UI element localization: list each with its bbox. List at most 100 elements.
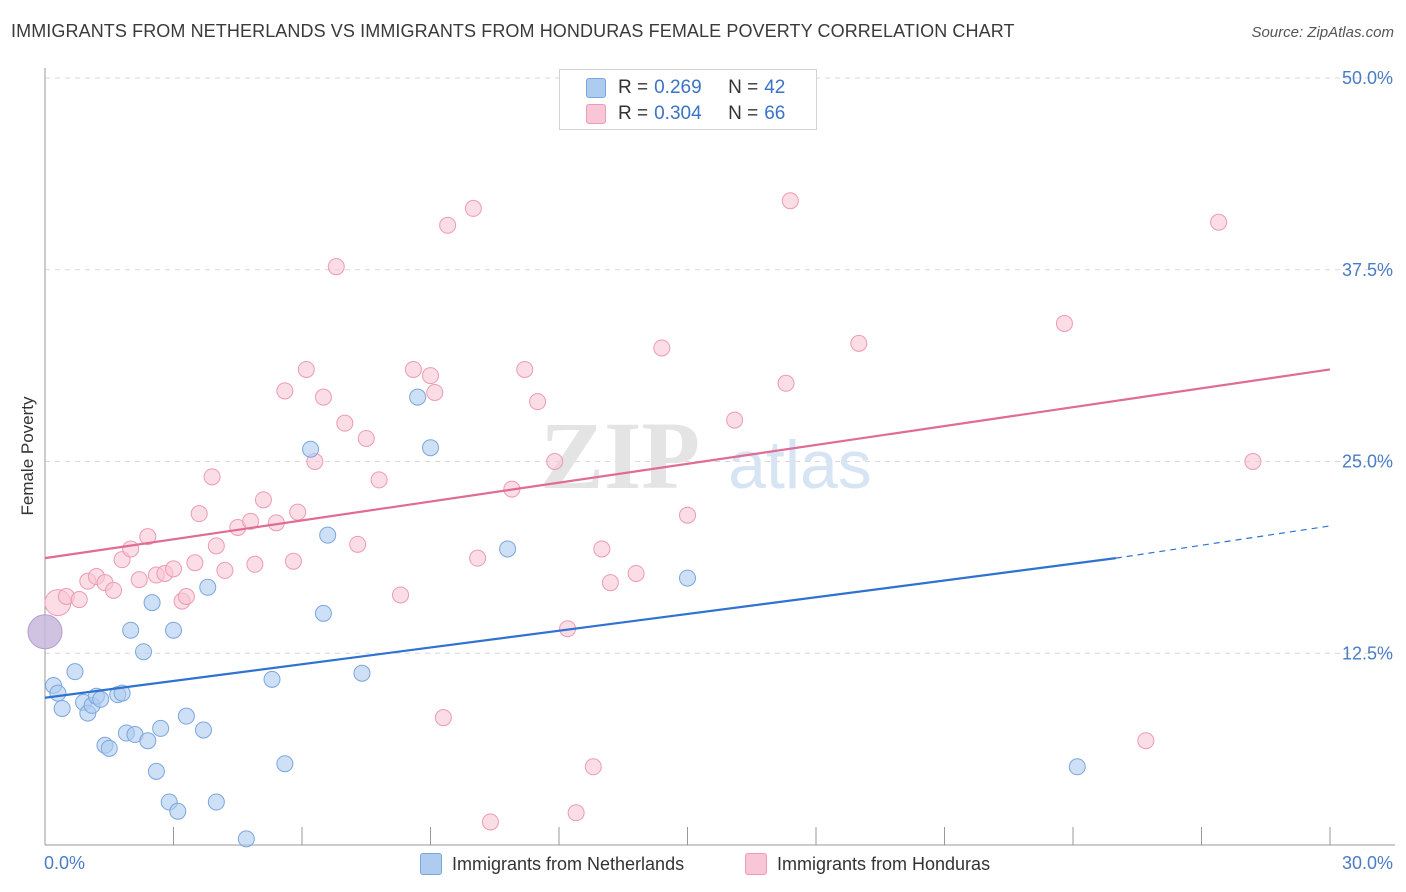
data-point-honduras [246, 555, 264, 573]
legend-label-netherlands: Immigrants from Netherlands [452, 853, 685, 874]
trend-line-honduras [44, 368, 1331, 560]
data-point-netherlands [92, 690, 110, 708]
y-tick-label: 12.5% [1342, 643, 1393, 663]
correlation-legend: R = 0.269 N = 42 R = 0.304 N = 66 [559, 69, 817, 130]
data-point-netherlands [1068, 758, 1086, 776]
data-point-netherlands [139, 732, 157, 750]
data-point-netherlands [177, 707, 195, 725]
data-point-honduras [546, 453, 564, 470]
data-point-honduras [1244, 453, 1262, 470]
data-point-honduras [186, 554, 204, 572]
data-point-netherlands [27, 614, 63, 650]
watermark: ZIP atlas [540, 402, 872, 509]
data-point-honduras [177, 587, 195, 605]
legend-row-netherlands: R = 0.269 N = 42 [586, 76, 785, 100]
data-point-netherlands [422, 439, 439, 457]
data-point-honduras [679, 506, 696, 524]
legend-n-value: 42 [764, 77, 786, 98]
data-point-honduras [370, 471, 388, 489]
data-point-honduras [439, 216, 457, 234]
data-point-honduras [392, 586, 410, 604]
tick-labels: 12.5% 25.0% 37.5% 50.0% 0.0% 30.0% [44, 68, 1393, 873]
data-point-honduras [481, 813, 499, 831]
data-point-honduras [529, 393, 547, 411]
data-point-netherlands [143, 594, 161, 612]
data-point-honduras [207, 537, 225, 555]
data-point-honduras [314, 388, 332, 406]
data-point-honduras [601, 574, 619, 592]
data-point-honduras [850, 334, 868, 352]
y-tick-label: 25.0% [1342, 452, 1393, 472]
watermark-atlas: atlas [728, 427, 872, 503]
watermark-zip: ZIP [540, 402, 700, 509]
data-point-honduras [203, 468, 221, 486]
data-point-honduras [357, 429, 375, 447]
series-netherlands-points [27, 388, 1086, 848]
data-point-honduras [781, 192, 799, 210]
legend-row-honduras: R = 0.304 N = 66 [586, 102, 785, 126]
legend-swatch-blue [586, 78, 606, 98]
legend-item-netherlands[interactable]: Immigrants from Netherlands [420, 852, 684, 876]
data-point-netherlands [499, 540, 517, 558]
data-point-honduras [289, 503, 307, 521]
data-point-netherlands [314, 604, 332, 622]
data-point-honduras [70, 591, 88, 609]
y-tick-label: 50.0% [1342, 68, 1393, 88]
data-point-netherlands [276, 755, 294, 773]
data-point-netherlands [147, 762, 165, 780]
source-label: Source: ZipAtlas.com [1251, 24, 1394, 41]
legend-n-value: 66 [764, 103, 786, 124]
data-point-honduras [254, 491, 272, 509]
y-tick-label: 37.5% [1342, 260, 1393, 280]
data-point-honduras [242, 512, 260, 530]
data-point-honduras [426, 383, 444, 401]
data-point-honduras [1055, 314, 1073, 332]
data-point-honduras [1210, 213, 1228, 231]
grid [45, 77, 1395, 654]
data-point-honduras [593, 540, 611, 558]
data-point-honduras [584, 758, 602, 776]
data-point-honduras [190, 505, 208, 523]
data-point-honduras [567, 804, 585, 822]
data-point-netherlands [207, 793, 225, 811]
series-legend: Immigrants from Netherlands Immigrants f… [0, 852, 1406, 878]
data-point-netherlands [319, 526, 337, 544]
legend-item-honduras[interactable]: Immigrants from Honduras [745, 852, 990, 876]
data-point-netherlands [199, 578, 217, 596]
legend-r-value: 0.304 [654, 103, 702, 124]
data-point-honduras [276, 382, 294, 400]
data-point-netherlands [263, 670, 281, 688]
legend-label-honduras: Immigrants from Honduras [777, 853, 991, 874]
data-point-netherlands [53, 699, 71, 717]
data-point-netherlands [49, 684, 67, 702]
data-point-netherlands [152, 719, 170, 737]
data-point-honduras [216, 561, 234, 579]
data-point-honduras [1137, 732, 1155, 750]
data-point-netherlands [237, 830, 255, 848]
legend-swatch-blue [420, 853, 442, 875]
data-point-honduras [349, 535, 367, 553]
data-point-netherlands [165, 621, 182, 639]
legend-r-value: 0.269 [654, 77, 702, 98]
series-honduras-points [44, 192, 1262, 831]
legend-r-label: R = [618, 103, 649, 124]
data-point-honduras [516, 360, 534, 378]
data-point-netherlands [135, 643, 153, 661]
legend-swatch-pink [586, 104, 606, 124]
data-point-honduras [404, 360, 422, 378]
data-point-netherlands [169, 802, 187, 820]
data-point-honduras [327, 258, 345, 276]
data-point-honduras [627, 564, 645, 582]
data-point-honduras [726, 411, 744, 429]
data-point-honduras [130, 571, 148, 589]
data-point-honduras [297, 360, 315, 378]
data-point-netherlands [353, 664, 371, 682]
data-point-netherlands [409, 388, 427, 406]
trend-lines [44, 368, 1331, 699]
data-point-honduras [165, 560, 182, 578]
data-point-honduras [422, 367, 439, 385]
data-point-honduras [464, 199, 482, 217]
data-point-honduras [105, 581, 123, 599]
data-point-honduras [284, 552, 302, 570]
